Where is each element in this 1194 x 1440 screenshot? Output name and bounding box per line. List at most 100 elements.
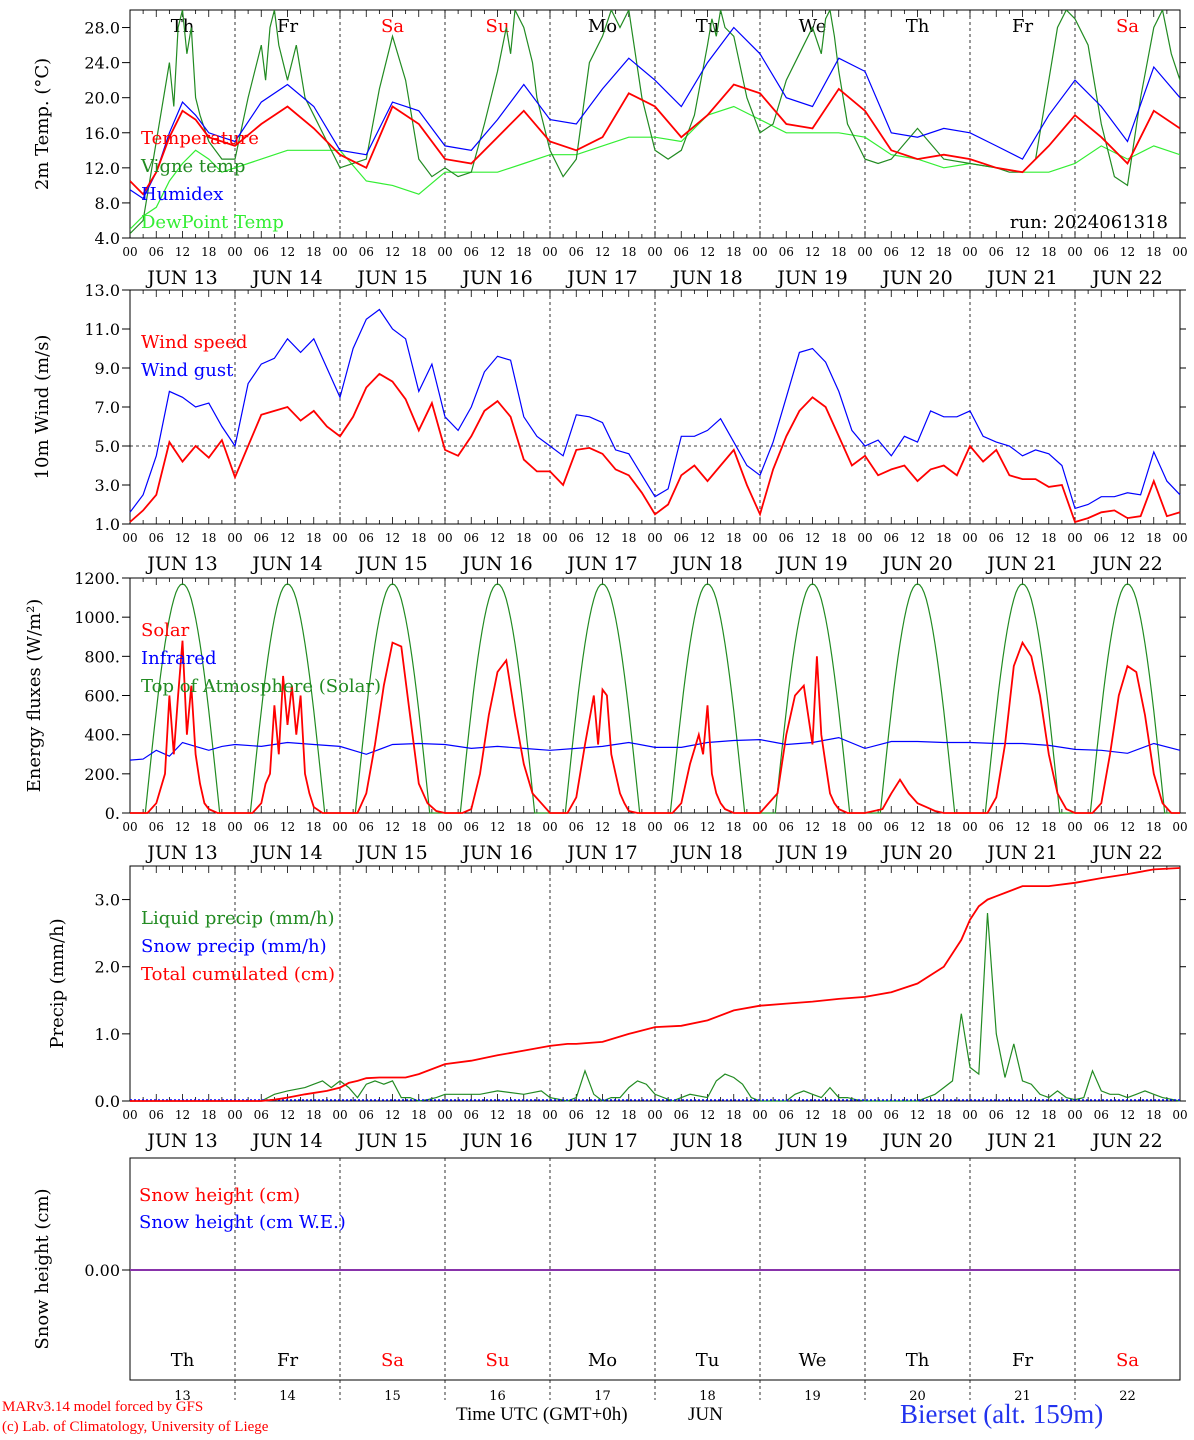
- hour-tick-label: 06: [779, 245, 794, 259]
- series-infrared: [129, 736, 1181, 761]
- legend-entry: Total cumulated (cm): [141, 964, 335, 985]
- date-label: JUN 16: [460, 553, 532, 575]
- hour-tick-label: 12: [385, 1108, 400, 1122]
- weekday-label: Sa: [1116, 1350, 1139, 1371]
- legend-entry: Vigne temp: [140, 156, 245, 177]
- hour-tick-label: 12: [1120, 820, 1135, 834]
- hour-tick-label: 00: [122, 245, 137, 259]
- hour-tick-label: 18: [936, 1108, 951, 1122]
- hour-tick-label: 12: [490, 531, 505, 545]
- date-label: JUN 18: [670, 842, 742, 864]
- weekday-label: Fr: [1012, 1350, 1033, 1371]
- y-tick-label: 3.0: [95, 476, 120, 495]
- y-tick-label: 600.: [84, 687, 120, 706]
- weekday-label: Th: [171, 16, 195, 37]
- series-temperature: [130, 83, 1180, 196]
- series-humidex: [130, 26, 1180, 200]
- hour-tick-label: 00: [542, 1108, 557, 1122]
- date-label: JUN 21: [985, 1130, 1057, 1152]
- hour-tick-label: 06: [464, 820, 479, 834]
- hour-tick-label: 06: [1094, 1108, 1109, 1122]
- month-label: JUN: [688, 1404, 723, 1425]
- hour-tick-label: 06: [1094, 820, 1109, 834]
- hour-tick-label: 18: [831, 531, 846, 545]
- legend-entry: Top of Atmosphere (Solar): [141, 676, 381, 697]
- hour-tick-label: 18: [516, 531, 531, 545]
- hour-tick-label: 06: [674, 531, 689, 545]
- hour-tick-label: 00: [647, 820, 662, 834]
- date-label: JUN 19: [775, 842, 847, 864]
- hour-tick-label: 18: [726, 245, 741, 259]
- hour-tick-label: 06: [359, 531, 374, 545]
- hour-tick-label: 18: [1146, 531, 1161, 545]
- hour-tick-label: 18: [201, 820, 216, 834]
- hour-tick-label: 06: [569, 820, 584, 834]
- y-tick-label: 0.: [105, 804, 120, 823]
- hour-tick-label: 18: [516, 820, 531, 834]
- hour-tick-label: 06: [989, 820, 1004, 834]
- day-number-label: 19: [804, 1389, 821, 1404]
- y-tick-label: 13.0: [84, 281, 120, 300]
- hour-tick-label: 12: [175, 531, 190, 545]
- hour-tick-label: 06: [779, 531, 794, 545]
- hour-tick-label: 00: [227, 245, 242, 259]
- hour-tick-label: 12: [910, 820, 925, 834]
- hour-tick-label: 18: [306, 531, 321, 545]
- hour-tick-label: 00: [122, 1108, 137, 1122]
- hour-tick-label: 00: [542, 531, 557, 545]
- date-label: JUN 20: [880, 553, 952, 575]
- legend-entry: DewPoint Temp: [141, 212, 284, 233]
- hour-tick-label: 06: [464, 245, 479, 259]
- hour-tick-label: 18: [621, 531, 636, 545]
- hour-tick-label: 00: [857, 1108, 872, 1122]
- y-axis-title: 2m Temp. (°C): [32, 58, 53, 190]
- hour-tick-label: 00: [857, 531, 872, 545]
- hour-tick-label: 12: [910, 531, 925, 545]
- weekday-label: Fr: [1012, 16, 1033, 37]
- y-axis-title: Precip (mm/h): [47, 918, 68, 1048]
- y-tick-label: 7.0: [95, 398, 120, 417]
- date-label: JUN 14: [250, 1130, 322, 1152]
- hour-tick-label: 18: [201, 1108, 216, 1122]
- hour-tick-label: 06: [254, 245, 269, 259]
- hour-tick-label: 18: [1146, 1108, 1161, 1122]
- hour-tick-label: 18: [306, 1108, 321, 1122]
- hour-tick-label: 00: [1172, 245, 1187, 259]
- hour-tick-label: 12: [805, 531, 820, 545]
- hour-tick-label: 00: [647, 1108, 662, 1122]
- date-label: JUN 20: [880, 1130, 952, 1152]
- legend-entry: Solar: [141, 620, 190, 641]
- hour-tick-label: 12: [1015, 820, 1030, 834]
- y-tick-label: 0.00: [84, 1261, 120, 1280]
- y-axis-title: Energy fluxes (W/m²): [24, 599, 45, 793]
- hour-tick-label: 18: [1146, 820, 1161, 834]
- weekday-label: Th: [171, 1350, 195, 1371]
- date-label: JUN 21: [985, 267, 1057, 289]
- day-number-label: 14: [279, 1389, 296, 1404]
- hour-tick-label: 06: [674, 1108, 689, 1122]
- hour-tick-label: 06: [1094, 245, 1109, 259]
- y-tick-label: 8.0: [95, 194, 120, 213]
- y-tick-label: 3.0: [95, 891, 120, 910]
- date-label: JUN 19: [775, 553, 847, 575]
- hour-tick-label: 12: [595, 1108, 610, 1122]
- hour-tick-label: 12: [490, 245, 505, 259]
- y-tick-label: 400.: [84, 726, 120, 745]
- hour-tick-label: 06: [884, 1108, 899, 1122]
- day-number-label: 13: [174, 1389, 191, 1404]
- hour-tick-label: 12: [805, 820, 820, 834]
- weekday-label: Mo: [588, 16, 617, 37]
- hour-tick-label: 06: [674, 245, 689, 259]
- hour-tick-label: 00: [647, 245, 662, 259]
- hour-tick-label: 00: [437, 1108, 452, 1122]
- hour-tick-label: 12: [595, 531, 610, 545]
- hour-tick-label: 12: [175, 245, 190, 259]
- hour-tick-label: 18: [1041, 1108, 1056, 1122]
- hour-tick-label: 12: [805, 1108, 820, 1122]
- hour-tick-label: 12: [1120, 1108, 1135, 1122]
- hour-tick-label: 12: [1120, 531, 1135, 545]
- hour-tick-label: 00: [332, 820, 347, 834]
- hour-tick-label: 00: [857, 820, 872, 834]
- hour-tick-label: 12: [175, 820, 190, 834]
- hour-tick-label: 12: [700, 820, 715, 834]
